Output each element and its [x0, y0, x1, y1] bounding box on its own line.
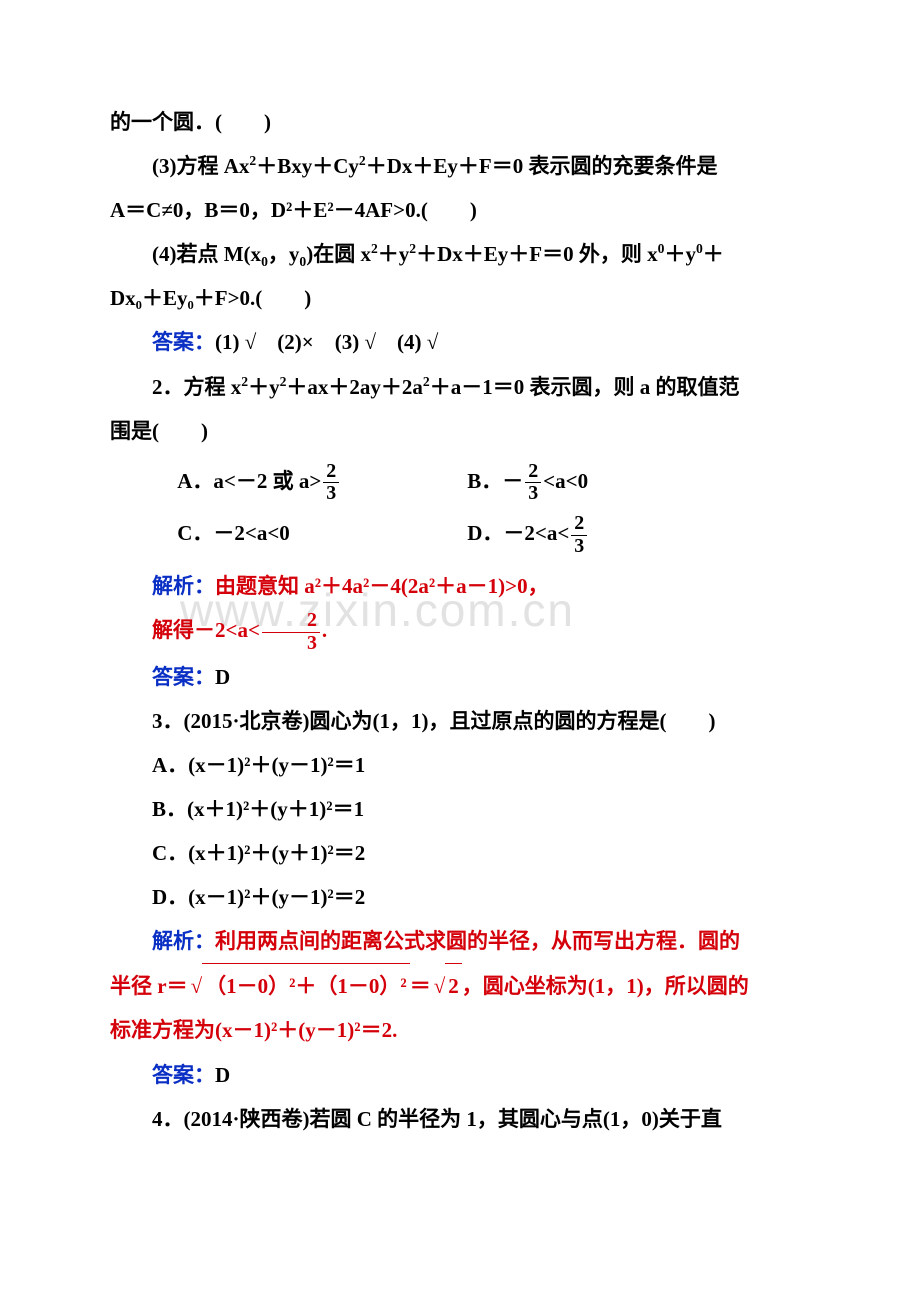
t: ＋y [664, 242, 696, 266]
den: 3 [262, 633, 320, 655]
sup: 2 [359, 153, 366, 168]
solution-label: 解析： [152, 574, 215, 598]
answer-value: D [215, 665, 230, 689]
statement-3: (3)方程 Ax2＋Bxy＋Cy2＋Dx＋Ey＋F＝0 表示圆的充要条件是 [110, 144, 810, 188]
q3-solution-line3: 标准方程为(x－1)²＋(y－1)²＝2. [110, 1008, 810, 1052]
q3-solution-line2: 半径 r＝ （1－0）²＋（1－0）²＝ 2，圆心坐标为(1，1)，所以圆的 [110, 963, 810, 1008]
statement-4-line2: Dx₀＋Ey₀＋F>0.( ) [110, 276, 810, 320]
t: ＋ [703, 242, 724, 266]
sup: 0 [696, 241, 703, 256]
t: ＋y [378, 242, 410, 266]
answer-label: 答案： [152, 665, 215, 689]
t: D．－2<a< [467, 521, 569, 545]
solution-label: 解析： [152, 929, 215, 953]
t: 2．方程 x [152, 375, 241, 399]
q3-solution: 解析：利用两点间的距离公式求圆的半径，从而写出方程．圆的 [110, 919, 810, 963]
sqrt: （1－0）²＋（1－0）² [188, 963, 410, 1008]
t: ＋y [248, 375, 280, 399]
solution-text: 利用两点间的距离公式求圆的半径，从而写出方程．圆的 [215, 929, 740, 953]
q2-solution-line2: 解得－2<a<23. [110, 608, 810, 655]
q2-answer: 答案：D [110, 655, 810, 699]
t: B．－ [467, 469, 523, 493]
t: ＋Dx＋Ey＋F＝0 表示圆的充要条件是 [366, 154, 718, 178]
sqrt: 2 [431, 963, 462, 1008]
t: ＝ [410, 974, 431, 998]
radicand: （1－0）²＋（1－0）² [202, 963, 410, 1008]
answer-label: 答案： [152, 1063, 215, 1087]
t: ，圆心坐标为(1，1)，所以圆的 [462, 974, 749, 998]
t: ＋Bxy＋Cy [256, 154, 359, 178]
t: (3)方程 Ax [152, 154, 249, 178]
question-4: 4．(2014·陕西卷)若圆 C 的半径为 1，其圆心与点(1，0)关于直 [110, 1097, 810, 1141]
answer-value: (1) √ (2)× (3) √ (4) √ [215, 330, 438, 354]
t: <a<0 [543, 469, 588, 493]
q2-option-d: D．－2<a<23 [467, 511, 589, 558]
q2-choices-row1: A．a<－2 或 a>23 B．－23<a<0 [177, 459, 810, 506]
t: ＋Dx＋Ey＋F＝0 外，则 x [416, 242, 658, 266]
question-3: 3．(2015·北京卷)圆心为(1，1)，且过原点的圆的方程是( ) [110, 699, 810, 743]
num: 2 [525, 461, 541, 484]
q3-option-d: D．(x－1)²＋(y－1)²＝2 [110, 875, 810, 919]
q3-option-b: B．(x＋1)²＋(y＋1)²＝1 [110, 787, 810, 831]
t: . [322, 618, 327, 642]
q2-solution: 解析：由题意知 a²＋4a²－4(2a²＋a－1)>0， [110, 564, 810, 608]
fraction: 23 [525, 461, 541, 506]
t: (4)若点 M(x [152, 242, 261, 266]
num: 2 [571, 513, 587, 536]
sup: 2 [423, 374, 430, 389]
solution-text: 由题意知 a²＋4a²－4(2a²＋a－1)>0， [215, 574, 549, 598]
q3-answer: 答案：D [110, 1053, 810, 1097]
q2-option-a: A．a<－2 或 a>23 [177, 459, 467, 506]
sub: 0 [261, 254, 268, 269]
q3-option-c: C．(x＋1)²＋(y＋1)²＝2 [110, 831, 810, 875]
fraction: 23 [571, 513, 587, 558]
q2-choices-row2: C．－2<a<0 D．－2<a<23 [177, 511, 810, 558]
page-content: 的一个圆．( ) (3)方程 Ax2＋Bxy＋Cy2＋Dx＋Ey＋F＝0 表示圆… [110, 100, 810, 1141]
answer-label: 答案： [152, 330, 215, 354]
den: 3 [571, 536, 587, 558]
radicand: 2 [445, 963, 462, 1008]
num: 2 [323, 461, 339, 484]
t: )在圆 x [306, 242, 371, 266]
prev-fragment: 的一个圆．( ) [110, 100, 810, 144]
den: 3 [525, 483, 541, 505]
fraction: 23 [262, 610, 320, 655]
q2-option-c: C．－2<a<0 [177, 511, 467, 558]
q3-option-a: A．(x－1)²＋(y－1)²＝1 [110, 743, 810, 787]
answer-value: D [215, 1063, 230, 1087]
t: A．a<－2 或 a> [177, 469, 321, 493]
question-2-line2: 围是( ) [110, 409, 810, 453]
answer-1: 答案：(1) √ (2)× (3) √ (4) √ [110, 320, 810, 364]
question-2: 2．方程 x2＋y2＋ax＋2ay＋2a2＋a－1＝0 表示圆，则 a 的取值范 [110, 365, 810, 409]
t: 半径 r＝ [110, 974, 188, 998]
den: 3 [323, 483, 339, 505]
t: ＋ax＋2ay＋2a [286, 375, 423, 399]
fraction: 23 [323, 461, 339, 506]
num: 2 [262, 610, 320, 633]
q2-option-b: B．－23<a<0 [467, 459, 588, 506]
sup: 2 [371, 241, 378, 256]
statement-4: (4)若点 M(x0，y0)在圆 x2＋y2＋Dx＋Ey＋F＝0 外，则 x0＋… [110, 232, 810, 276]
t: ＋a－1＝0 表示圆，则 a 的取值范 [430, 375, 740, 399]
t: ，y [268, 242, 300, 266]
statement-3-line2: A＝C≠0，B＝0，D²＋E²－4AF>0.( ) [110, 188, 810, 232]
t: 解得－2<a< [152, 618, 260, 642]
